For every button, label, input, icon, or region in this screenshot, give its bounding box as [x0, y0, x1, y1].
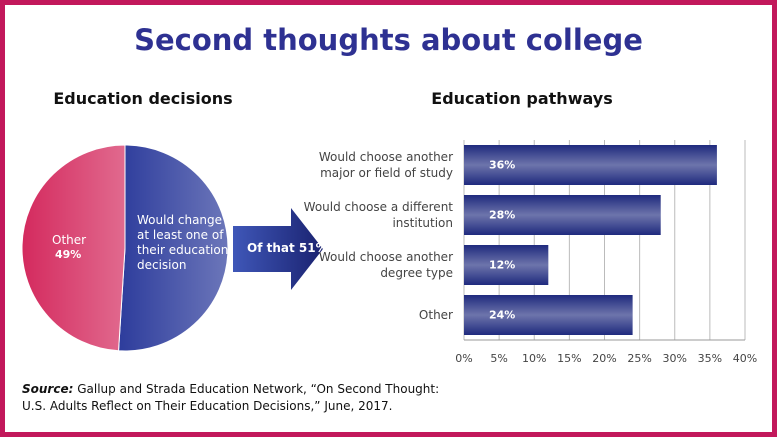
source-label: Source:	[22, 382, 74, 396]
x-tick-label: 40%	[732, 352, 758, 365]
bar-shine	[464, 245, 549, 285]
bar-shine	[464, 295, 633, 335]
value-label: 36%	[489, 158, 516, 172]
slice-label: Would change at least one of their educa…	[137, 213, 229, 272]
slice-shine	[22, 145, 125, 351]
value-label: 12%	[489, 258, 516, 272]
x-tick-label: 20%	[592, 352, 617, 365]
source-text: Gallup and Strada Education Network, “On…	[22, 382, 440, 413]
x-tick-label: 15%	[557, 352, 582, 365]
slice-label: Other	[52, 233, 87, 247]
source-note: Source: Gallup and Strada Education Netw…	[22, 381, 462, 415]
x-tick-label: 30%	[662, 352, 687, 365]
slice-value-label: 49%	[55, 248, 82, 261]
y-tick-label: Other	[418, 308, 453, 322]
y-tick-label: Would choose another major or field of s…	[318, 150, 453, 180]
y-tick-label: Would choose a different institution	[303, 200, 453, 230]
arrow-annotation: Of that 51%:	[247, 241, 333, 255]
x-tick-label: 5%	[490, 352, 508, 365]
page-title: Second thoughts about college	[134, 23, 643, 57]
arrow	[233, 208, 323, 290]
bar-shine	[464, 195, 661, 235]
x-tick-label: 10%	[522, 352, 547, 365]
slice-shine	[118, 145, 229, 351]
x-tick-label: 35%	[697, 352, 723, 365]
value-label: 28%	[489, 208, 516, 222]
pie-title: Education decisions	[53, 89, 233, 108]
x-tick-label: 25%	[627, 352, 652, 365]
bar-title: Education pathways	[431, 89, 613, 108]
y-tick-label: Would choose another degree type	[318, 250, 453, 280]
chart-canvas	[21, 140, 746, 352]
bar-shine	[464, 145, 717, 185]
value-label: 24%	[489, 308, 516, 322]
x-tick-label: 0%	[455, 352, 473, 365]
